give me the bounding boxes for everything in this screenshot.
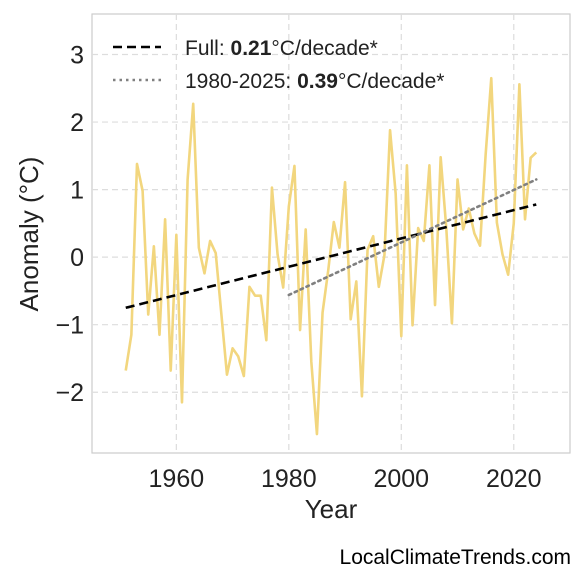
x-tick-label: 2000 [373, 465, 429, 493]
grid-lines [92, 14, 570, 453]
x-tick-label: 1960 [149, 465, 205, 493]
y-tick-label: 0 [70, 244, 84, 272]
watermark-text: LocalClimateTrends.com [339, 546, 571, 569]
full-trend-line [125, 203, 537, 310]
recent-trend-line [287, 178, 538, 297]
tick-labels: 1960 1980 2000 2020 −2 −1 0 1 2 3 [55, 42, 541, 493]
series-lines [124, 76, 538, 436]
y-tick-label: −1 [55, 312, 84, 340]
x-axis-title: Year [305, 494, 358, 524]
x-tick-label: 1980 [261, 465, 317, 493]
y-axis-title: Anomaly (°C) [14, 157, 44, 312]
y-tick-label: 3 [70, 42, 84, 70]
legend-label-full: Full: 0.21°C/decade* [185, 37, 378, 60]
y-tick-label: 2 [70, 109, 84, 137]
x-tick-label: 2020 [486, 465, 542, 493]
legend-label-recent: 1980-2025: 0.39°C/decade* [185, 70, 444, 93]
y-tick-label: 1 [70, 177, 84, 205]
y-tick-label: −2 [55, 379, 84, 407]
legend: Full: 0.21°C/decade* 1980-2025: 0.39°C/d… [113, 37, 444, 93]
